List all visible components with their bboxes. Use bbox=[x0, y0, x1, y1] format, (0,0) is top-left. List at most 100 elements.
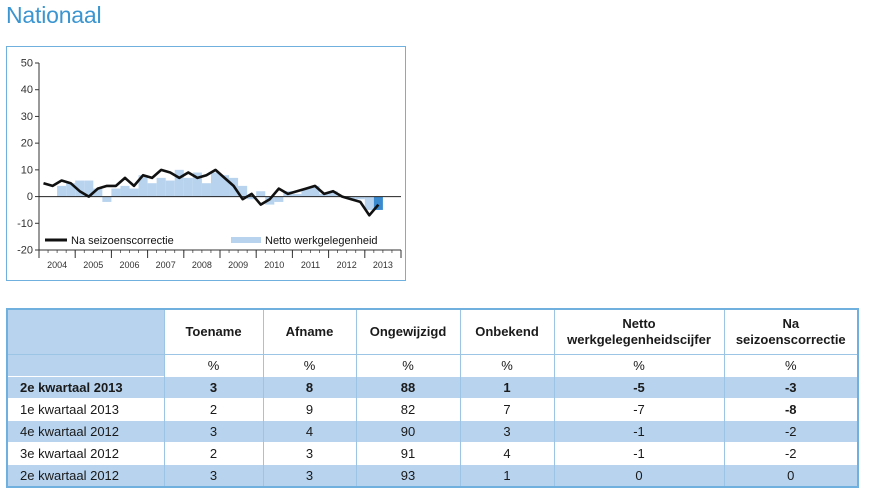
cell-ongewijzigd: 82 bbox=[355, 398, 460, 421]
bar bbox=[120, 185, 130, 197]
bar bbox=[66, 183, 76, 197]
x-tick-label: 2008 bbox=[192, 260, 212, 270]
bar bbox=[274, 196, 284, 202]
bar bbox=[247, 196, 257, 200]
y-tick-label: 20 bbox=[21, 138, 33, 150]
cell-onbekend: 1 bbox=[459, 376, 554, 399]
cell-onbekend: 7 bbox=[459, 398, 554, 421]
cell-ongewijzigd: 90 bbox=[355, 420, 460, 443]
header-ongewijzigd: Ongewijzigd bbox=[355, 309, 460, 355]
bar bbox=[355, 196, 365, 200]
unit-cell: % bbox=[355, 354, 460, 377]
bar bbox=[310, 185, 320, 197]
line-path bbox=[43, 168, 380, 217]
chart-legend: Na seizoenscorrectie Netto werkgelegenhei… bbox=[45, 235, 378, 247]
bar bbox=[183, 177, 193, 197]
bar bbox=[57, 185, 67, 197]
row-label: 2e kwartaal 2012 bbox=[7, 464, 164, 487]
header-toename: Toename bbox=[163, 309, 263, 355]
x-tick-label: 2006 bbox=[119, 260, 139, 270]
bar bbox=[256, 191, 266, 197]
header-onbekend: Onbekend bbox=[459, 309, 554, 355]
cell-afname: 3 bbox=[262, 442, 356, 465]
y-tick-label: 50 bbox=[21, 58, 33, 70]
cell-na: -2 bbox=[723, 420, 858, 443]
x-tick-label: 2011 bbox=[301, 260, 320, 270]
cell-toename: 3 bbox=[163, 376, 263, 399]
bar bbox=[292, 193, 302, 197]
cell-na: 0 bbox=[723, 464, 858, 487]
x-tick-label: 2010 bbox=[264, 260, 284, 270]
cell-na: -3 bbox=[723, 376, 858, 399]
bar bbox=[201, 183, 211, 197]
cell-afname: 9 bbox=[262, 398, 356, 421]
y-tick-label: 40 bbox=[21, 84, 33, 96]
table-header-row: Toename Afname Ongewijzigd Onbekend Nett… bbox=[7, 309, 858, 355]
table-row: 2e kwartaal 2012 3 3 93 1 0 0 bbox=[7, 464, 858, 487]
header-netto: Netto werkgelegenheidscijfer bbox=[553, 309, 724, 355]
cell-netto: -5 bbox=[553, 376, 724, 399]
cell-onbekend: 3 bbox=[459, 420, 554, 443]
bar bbox=[75, 180, 85, 197]
row-label: 4e kwartaal 2012 bbox=[7, 420, 164, 443]
bar bbox=[373, 196, 383, 210]
cell-na: -2 bbox=[723, 442, 858, 465]
y-tick-label: 0 bbox=[27, 191, 33, 203]
cell-onbekend: 4 bbox=[459, 442, 554, 465]
cell-onbekend: 1 bbox=[459, 464, 554, 487]
bar bbox=[165, 180, 175, 197]
unit-cell: % bbox=[553, 354, 724, 377]
header-na-seizoenscorrectie: Na seizoenscorrectie bbox=[723, 309, 858, 355]
bar bbox=[111, 188, 121, 197]
cell-afname: 4 bbox=[262, 420, 356, 443]
page-title: Nationaal bbox=[6, 2, 102, 28]
bar bbox=[301, 188, 311, 197]
row-label: 3e kwartaal 2012 bbox=[7, 442, 164, 465]
cell-toename: 2 bbox=[163, 398, 263, 421]
table-row: 1e kwartaal 2013 2 9 82 7 -7 -8 bbox=[7, 398, 858, 421]
row-label: 1e kwartaal 2013 bbox=[7, 398, 164, 421]
cell-netto: -1 bbox=[553, 420, 724, 443]
bar bbox=[138, 175, 148, 197]
cell-ongewijzigd: 91 bbox=[355, 442, 460, 465]
bar bbox=[192, 172, 202, 197]
line-series bbox=[43, 168, 380, 217]
cell-ongewijzigd: 88 bbox=[355, 376, 460, 399]
cell-ongewijzigd: 93 bbox=[355, 464, 460, 487]
legend-bar-swatch bbox=[231, 237, 261, 243]
y-tick-label: -20 bbox=[17, 245, 33, 257]
bar bbox=[319, 193, 329, 197]
x-tick-label: 2009 bbox=[228, 260, 248, 270]
bar bbox=[174, 169, 184, 197]
y-tick-label: 30 bbox=[21, 111, 33, 123]
table-row: 4e kwartaal 2012 3 4 90 3 -1 -2 bbox=[7, 420, 858, 443]
x-tick-label: 2013 bbox=[373, 260, 393, 270]
bar bbox=[210, 172, 220, 197]
bar bbox=[364, 196, 374, 210]
y-tick-label: -10 bbox=[17, 218, 33, 230]
row-label: 2e kwartaal 2013 bbox=[7, 376, 164, 399]
data-table: Toename Afname Ongewijzigd Onbekend Nett… bbox=[6, 308, 859, 488]
x-tick-label: 2005 bbox=[83, 260, 103, 270]
x-tick-label: 2012 bbox=[337, 260, 357, 270]
bar bbox=[84, 180, 94, 197]
header-afname: Afname bbox=[262, 309, 356, 355]
bar-series bbox=[57, 169, 383, 210]
bar bbox=[156, 177, 166, 197]
unit-cell bbox=[7, 354, 164, 377]
table-unit-row: % % % % % % bbox=[7, 354, 858, 377]
header-cell bbox=[7, 309, 164, 355]
unit-cell: % bbox=[723, 354, 858, 377]
cell-afname: 8 bbox=[262, 376, 356, 399]
unit-cell: % bbox=[459, 354, 554, 377]
bar bbox=[220, 175, 230, 197]
cell-netto: -7 bbox=[553, 398, 724, 421]
unit-cell: % bbox=[163, 354, 263, 377]
cell-toename: 3 bbox=[163, 464, 263, 487]
legend-line-label: Na seizoenscorrectie bbox=[71, 235, 174, 247]
table-row: 3e kwartaal 2012 2 3 91 4 -1 -2 bbox=[7, 442, 858, 465]
bar bbox=[93, 188, 103, 197]
y-tick-label: 10 bbox=[21, 164, 33, 176]
